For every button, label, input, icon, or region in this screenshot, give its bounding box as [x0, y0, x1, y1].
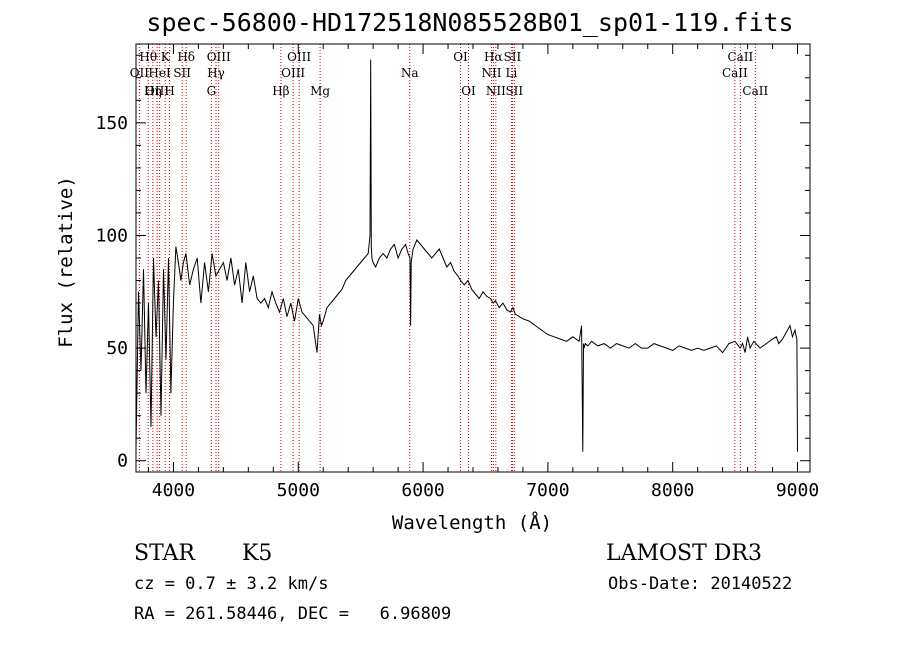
emission-line-label: Hα: [484, 50, 503, 64]
emission-line-label: CaII: [722, 66, 748, 80]
emission-line-label: OIII: [281, 66, 305, 80]
obs-date: Obs-Date: 20140522: [608, 574, 792, 594]
emission-line-label: CaII: [727, 50, 753, 64]
emission-line-label: OI: [461, 84, 476, 98]
redshift-readout: cz = 0.7 ± 3.2 km/s: [134, 574, 328, 594]
emission-line-label: SII: [505, 84, 523, 98]
plot-frame: [135, 43, 811, 473]
x-tick-label: 8000: [651, 480, 694, 501]
emission-line-markers: [138, 44, 756, 472]
emission-line-label: HeI: [148, 66, 171, 80]
x-tick-label: 7000: [526, 480, 569, 501]
emission-line-label: H: [164, 84, 174, 98]
coordinates: RA = 261.58446, DEC = 6.96809: [134, 604, 451, 624]
x-tick-label: 9000: [776, 480, 819, 501]
emission-line-label: OIII: [287, 50, 311, 64]
emission-line-label: Hβ: [272, 84, 289, 98]
spectrum-line: [135, 59, 798, 452]
chart-title: spec-56800-HD172518N085528B01_sp01-119.f…: [146, 8, 793, 37]
object-class: STAR: [134, 541, 196, 566]
emission-line-label: OIII: [207, 50, 231, 64]
emission-line-label: OI: [453, 50, 468, 64]
emission-line-label: SII: [173, 66, 191, 80]
x-axis-label: Wavelength (Å): [392, 511, 552, 534]
emission-line-labels: Hθ OII OIII K HeI Hη SII H Hδ OIII Hγ G OIII OIII Hβ Mg…: [130, 50, 769, 98]
emission-line-label: Hθ: [139, 50, 157, 64]
emission-line-label: Mg: [310, 84, 330, 98]
emission-line-label: CaII: [742, 84, 768, 98]
x-tick-label: 6000: [401, 480, 444, 501]
emission-line-label: G: [207, 84, 217, 98]
y-tick-label: 150: [95, 113, 128, 134]
x-tick-label: 4000: [152, 480, 195, 501]
emission-line-label: NII: [481, 66, 501, 80]
spectral-subclass: K5: [242, 541, 272, 566]
y-tick-label: 100: [95, 225, 128, 246]
emission-line-label: Na: [401, 66, 419, 80]
emission-line-label: OIII: [145, 84, 169, 98]
y-axis-ticks: 0 50 100 150: [95, 54, 810, 472]
emission-line-label: NII: [486, 84, 506, 98]
emission-line-label: SII: [504, 50, 522, 64]
emission-line-label: Li: [506, 66, 518, 80]
emission-line-label: K: [161, 50, 171, 64]
y-tick-label: 0: [117, 451, 128, 472]
survey-name: LAMOST DR3: [606, 541, 762, 566]
emission-line-label: Hη: [144, 84, 162, 98]
emission-line-label: Hδ: [177, 50, 195, 64]
x-tick-label: 5000: [277, 480, 320, 501]
emission-line-label: OII: [130, 66, 150, 80]
emission-line-label: Hγ: [207, 66, 225, 80]
y-axis-label: Flux (relative): [55, 176, 77, 348]
y-tick-label: 50: [106, 338, 128, 359]
x-axis-ticks: 4000 5000 6000 7000 8000 9000: [147, 44, 819, 501]
